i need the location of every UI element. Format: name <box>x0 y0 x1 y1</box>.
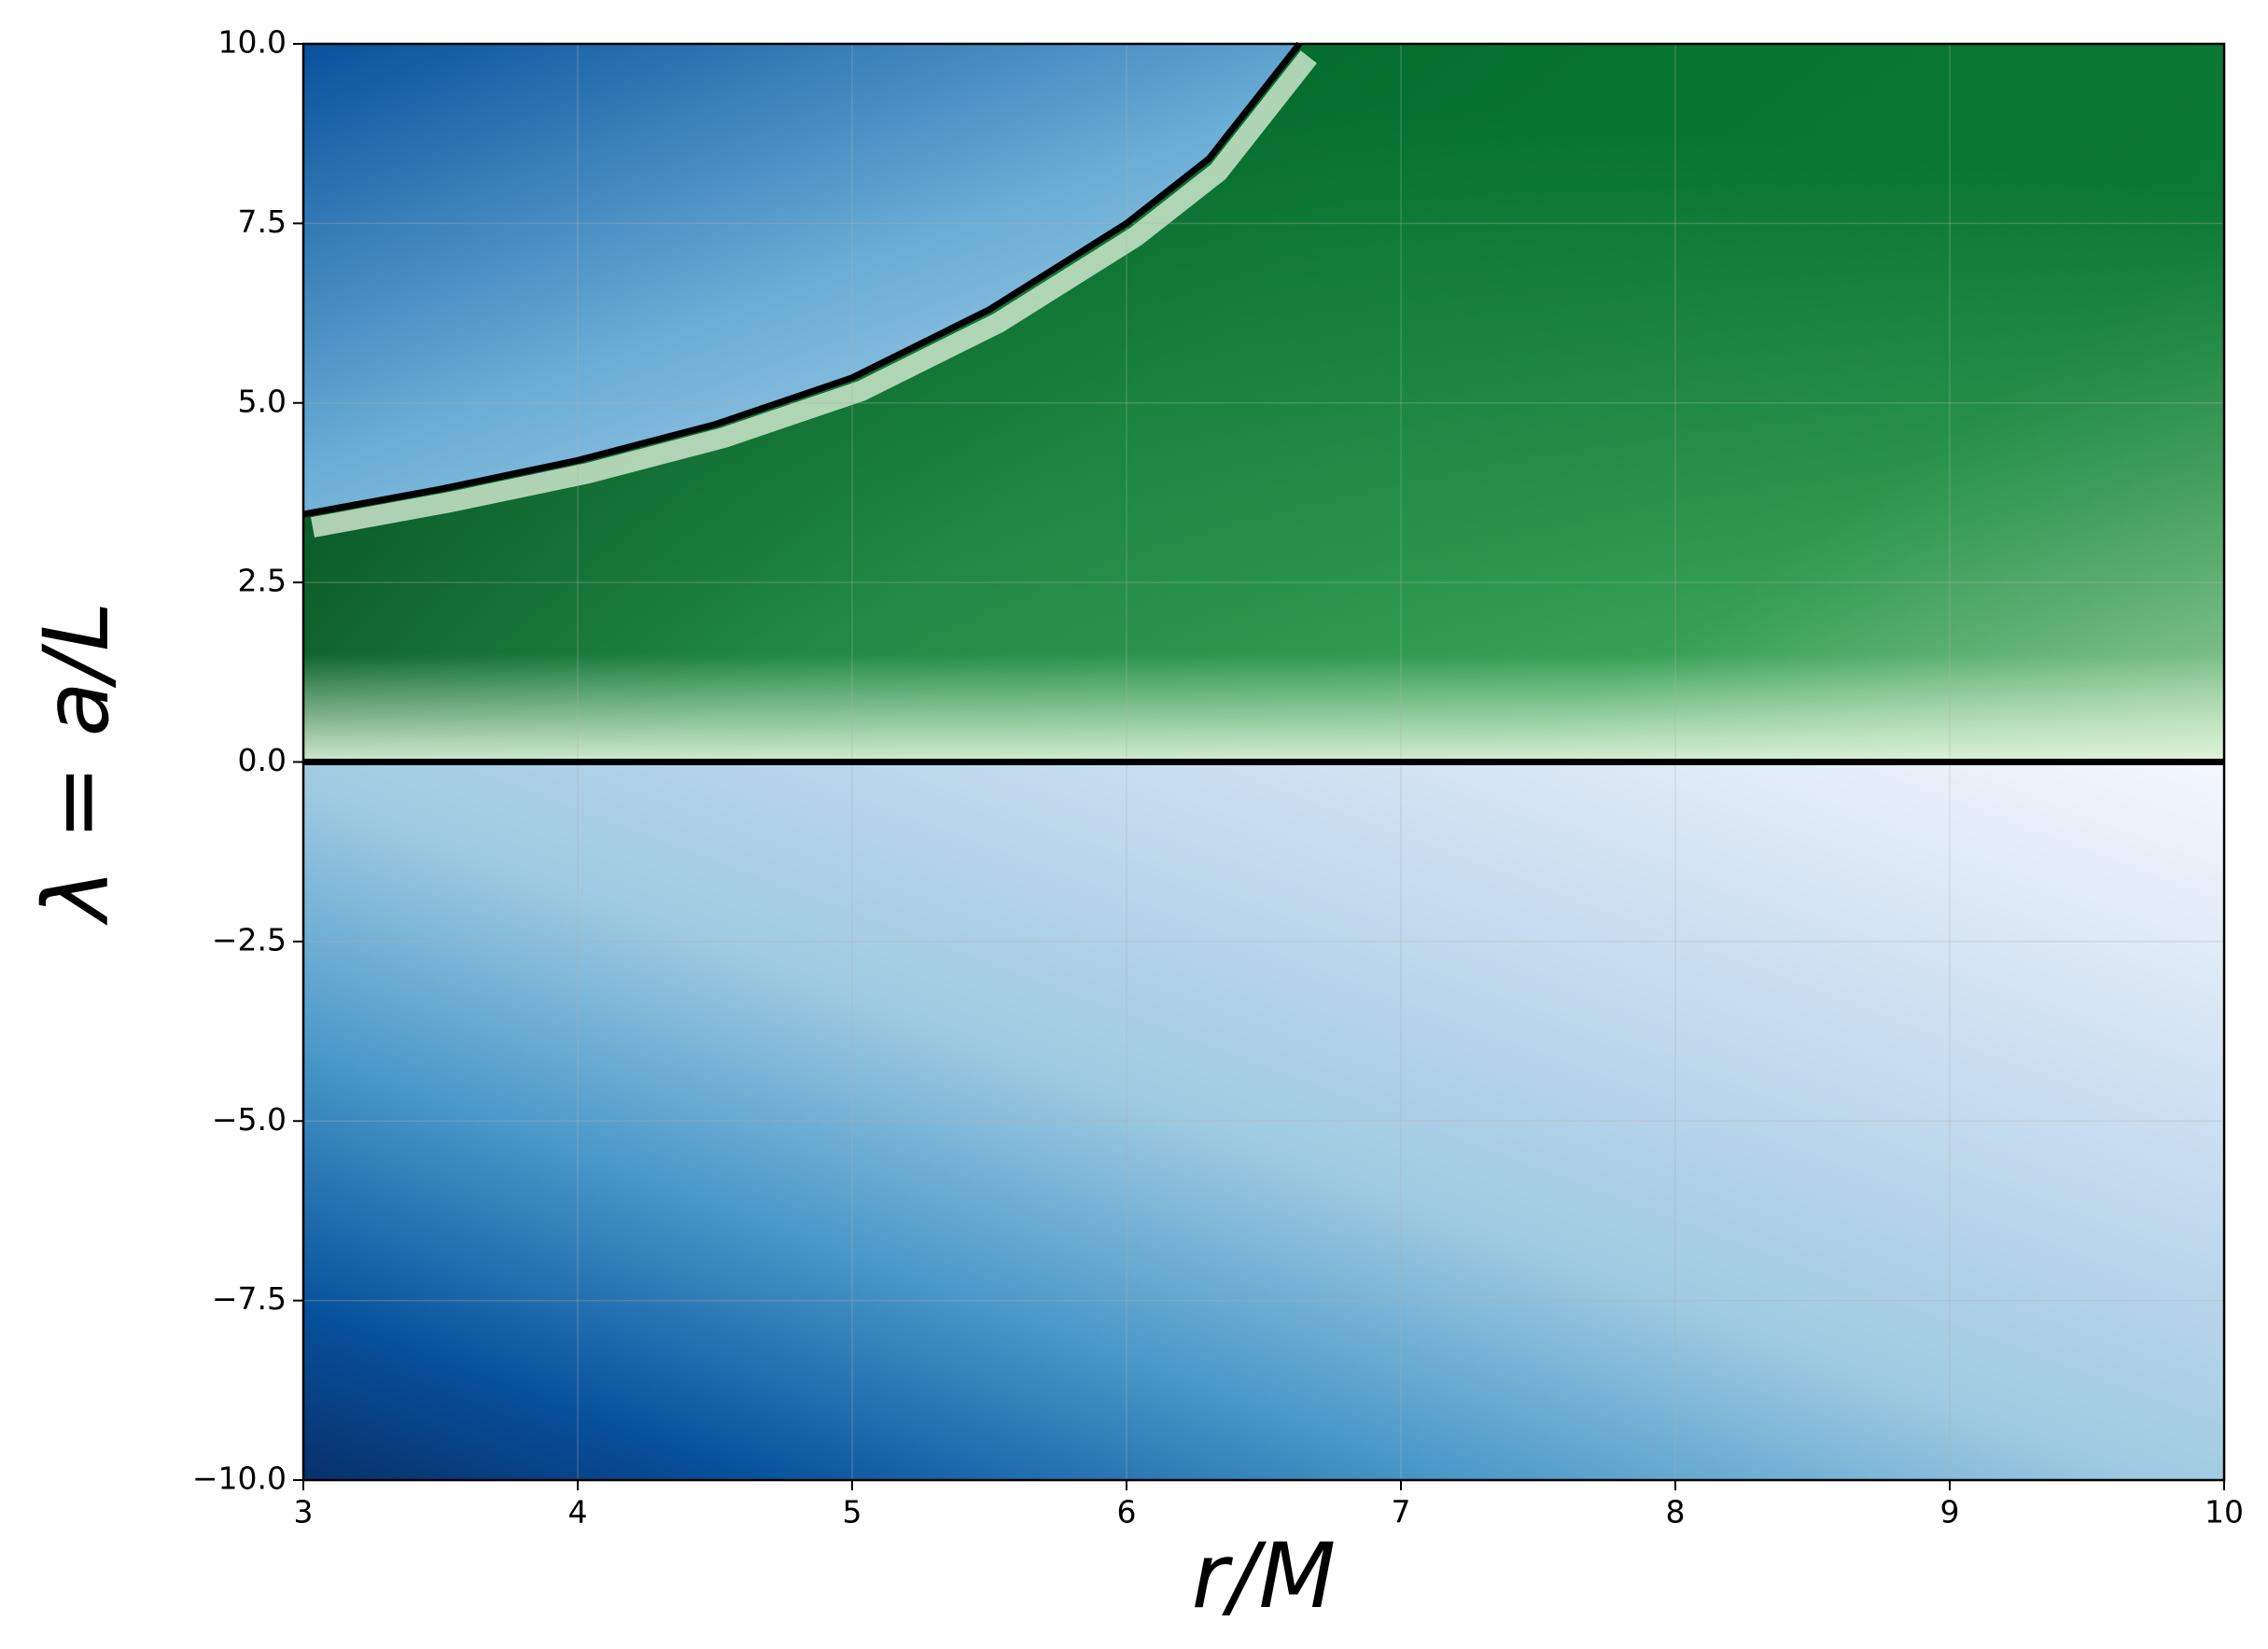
field-green-edge <box>303 44 2224 762</box>
x-tick-label: 5 <box>843 1494 862 1530</box>
lines <box>302 41 2224 765</box>
y-tick-label: −2.5 <box>212 921 287 957</box>
y-tick-label: −5.0 <box>212 1101 287 1138</box>
x-tick-label: 10 <box>2205 1494 2244 1530</box>
plot-frame <box>301 42 2226 1482</box>
x-axis-label: r/M <box>1192 1524 1337 1628</box>
y-tick-label: −10.0 <box>192 1460 287 1497</box>
x-tick-label: 8 <box>1666 1494 1686 1530</box>
y-tick-label: 2.5 <box>238 563 287 599</box>
y-tick-label: 7.5 <box>238 203 287 240</box>
x-tick-label: 4 <box>568 1494 588 1530</box>
color-field <box>303 44 2224 1480</box>
y-axis-label: λ = a/L <box>24 602 129 927</box>
x-tick-label: 6 <box>1117 1494 1137 1530</box>
y-tick-label: 10.0 <box>218 24 287 61</box>
x-tick-label: 9 <box>1940 1494 1960 1530</box>
axes: 3 4 5 6 7 8 9 10 −10.0 −7.5 −5.0 −2.5 0.0 2.5 5.0 7.5 10… <box>192 24 2244 1530</box>
y-tick-label: 5.0 <box>238 383 287 419</box>
field-green-glow <box>311 50 1317 538</box>
y-tick-label: 0.0 <box>238 742 287 778</box>
boundary-line <box>302 41 1302 518</box>
field-lower <box>303 762 2224 1480</box>
y-tick-label: −7.5 <box>212 1280 287 1317</box>
x-tick-label: 3 <box>294 1494 314 1530</box>
x-tick-label: 7 <box>1392 1494 1411 1530</box>
